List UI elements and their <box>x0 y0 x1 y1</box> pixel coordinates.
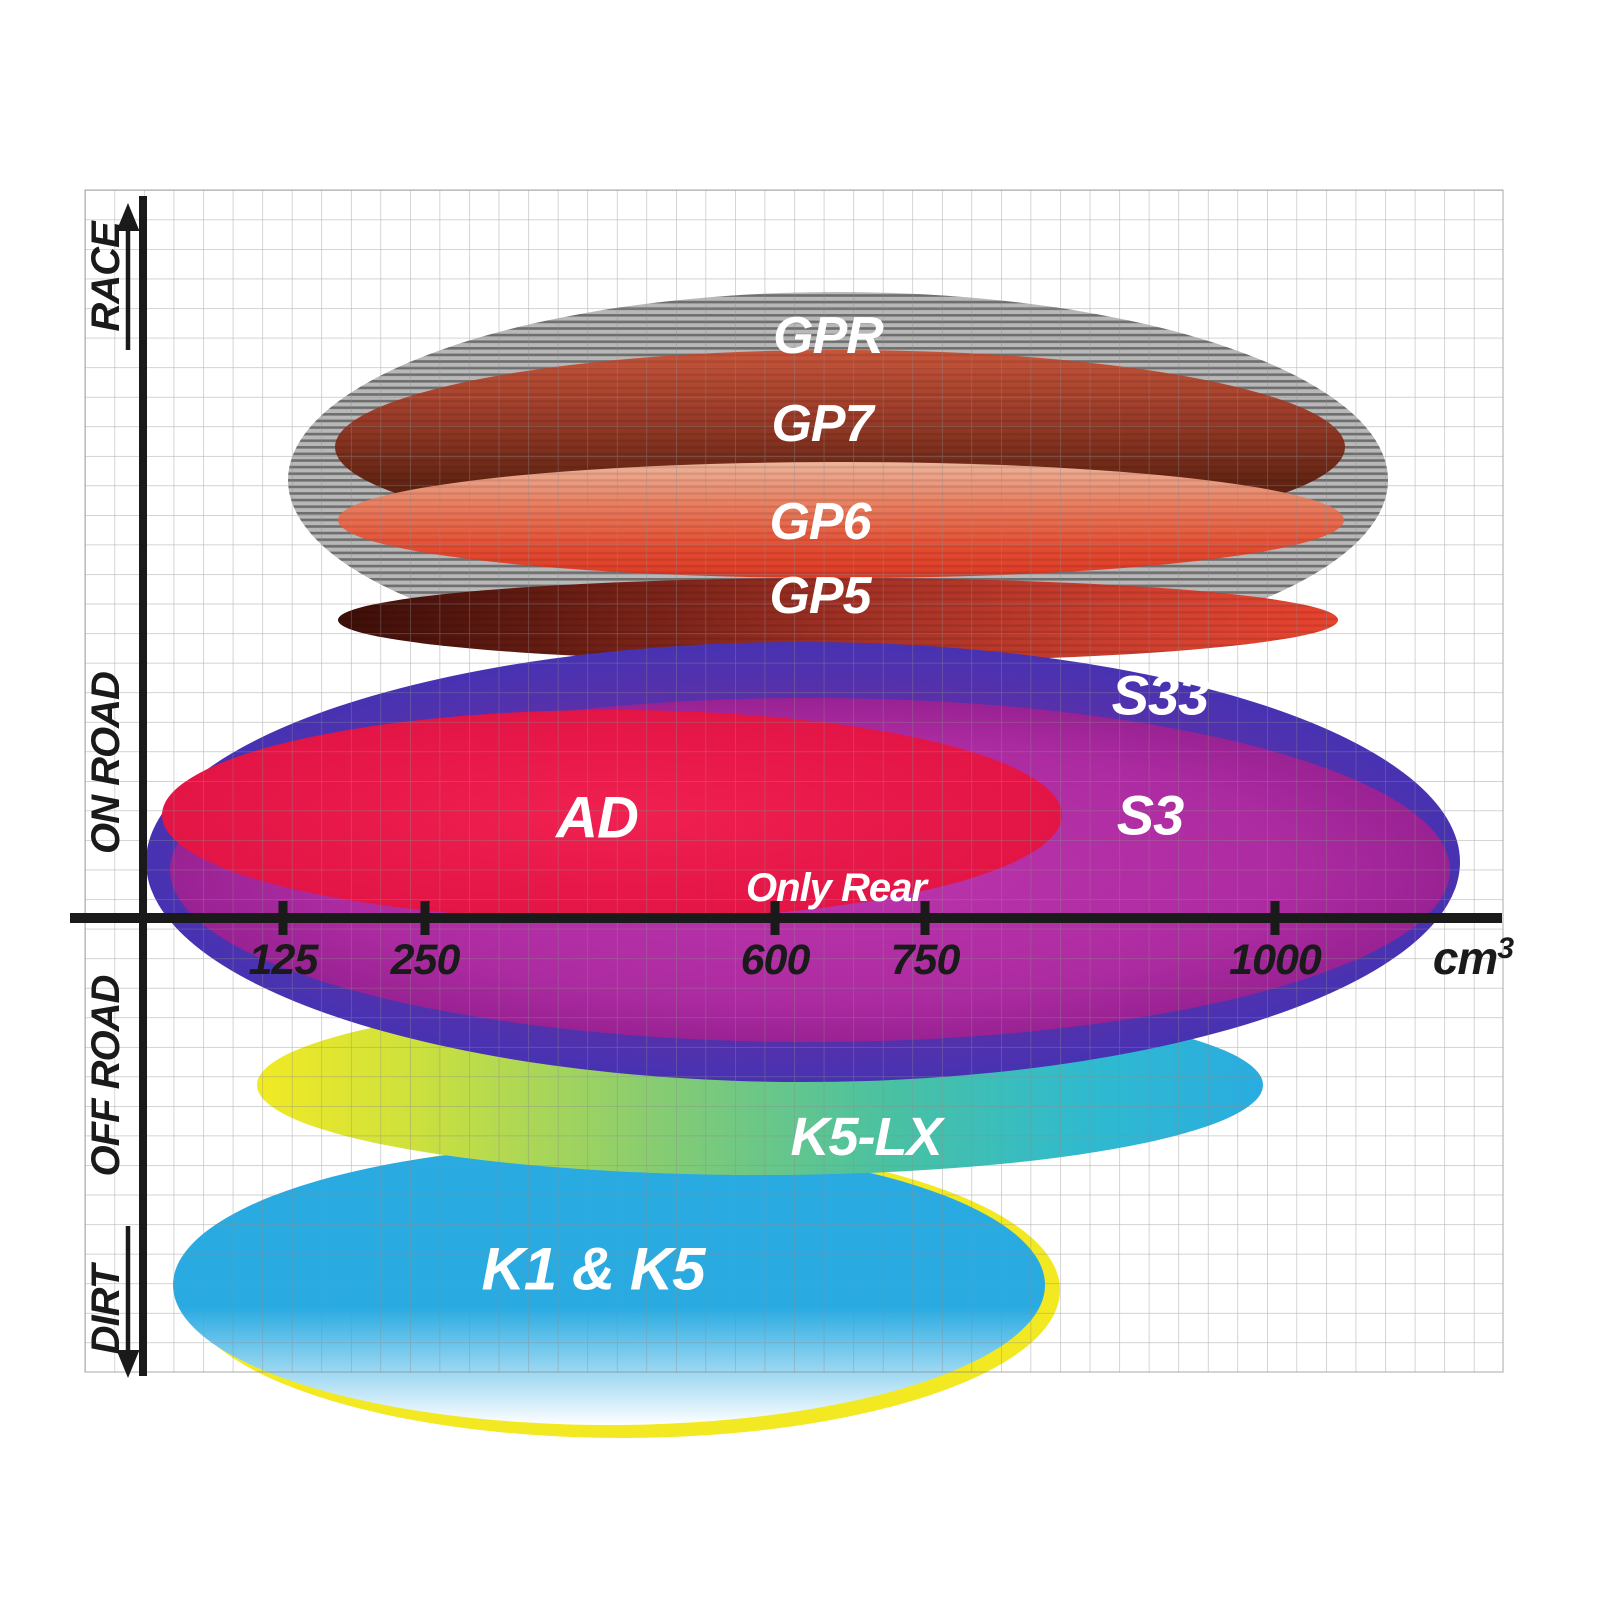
series-label-k1k5: K1 & K5 <box>481 1236 707 1303</box>
category-label-race: RACE <box>84 220 128 332</box>
x-axis-unit-label: cm3 <box>1433 932 1514 984</box>
grid <box>85 190 1503 1372</box>
series-label-gp7: GP7 <box>771 395 875 453</box>
tick-750 <box>920 901 930 935</box>
race-arrow-up-icon <box>116 203 140 231</box>
series-label-gp5: GP5 <box>769 567 872 625</box>
tick-600 <box>770 901 780 935</box>
tick-label-250: 250 <box>390 936 461 984</box>
category-label-dirt: DIRT <box>84 1261 128 1354</box>
series-label-k5lx: K5-LX <box>790 1107 945 1167</box>
series-label-gp6: GP6 <box>769 493 872 551</box>
tick-label-125: 125 <box>249 936 320 984</box>
tick-250 <box>420 901 430 935</box>
series-label-ad: AD <box>554 786 638 851</box>
y-axis-line <box>139 196 147 1376</box>
series-label-gpr: GPR <box>773 307 884 365</box>
grid-border <box>84 189 1504 1373</box>
x-axis-line <box>70 913 1502 923</box>
dirt-arrow-down-icon <box>116 1350 140 1378</box>
series-label-s3: S3 <box>1117 784 1184 847</box>
series-label-s33: S33 <box>1112 664 1209 727</box>
tick-label-750: 750 <box>891 936 961 984</box>
tick-1000 <box>1270 901 1280 935</box>
tick-label-1000: 1000 <box>1229 936 1322 984</box>
category-label-on-road: ON ROAD <box>84 672 128 854</box>
tick-125 <box>278 901 288 935</box>
category-label-off-road: OFF ROAD <box>84 975 128 1176</box>
annotation-only-rear: Only Rear <box>746 866 929 910</box>
tick-label-600: 600 <box>741 936 811 984</box>
